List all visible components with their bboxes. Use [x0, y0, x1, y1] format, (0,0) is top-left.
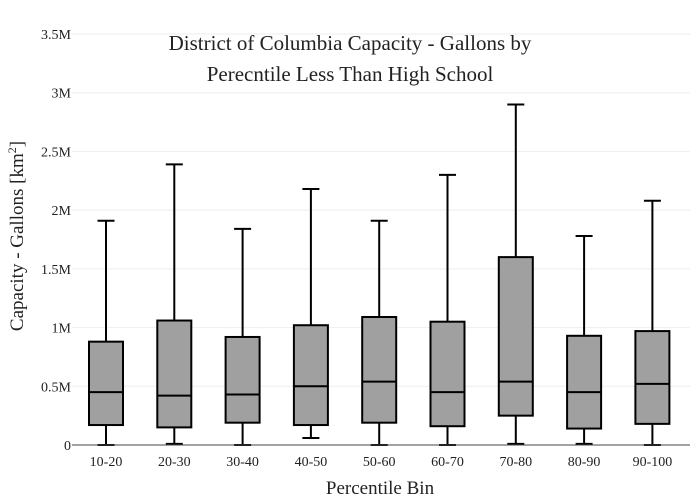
y-tick-label: 0: [64, 439, 71, 454]
iqr-box: [156, 319, 193, 429]
x-tick-label: 20-30: [158, 455, 191, 470]
y-tick-label: 1M: [52, 322, 72, 337]
y-tick-label: 2M: [52, 204, 72, 219]
box-40-50: [292, 188, 329, 439]
box-30-40: [224, 227, 261, 446]
x-tick-label: 50-60: [363, 455, 396, 470]
iqr-box: [292, 324, 329, 427]
iqr-box: [361, 316, 398, 424]
chart-title-line-1: District of Columbia Capacity - Gallons …: [169, 31, 532, 55]
y-axis-title-end: ]: [7, 141, 28, 147]
y-tick-label: 1.5M: [41, 263, 72, 278]
y-axis-title-superscript: 2: [5, 147, 19, 153]
box-70-80: [497, 103, 534, 445]
box-90-100: [634, 199, 671, 446]
y-tick-label: 3.5M: [41, 28, 72, 43]
iqr-box: [497, 256, 534, 417]
y-tick-label: 2.5M: [41, 145, 72, 160]
boxes: [88, 103, 671, 446]
y-tick-label: 0.5M: [41, 380, 72, 395]
chart-title-line-2: Perecntile Less Than High School: [207, 62, 494, 86]
x-tick-label: 60-70: [431, 455, 464, 470]
x-tick-labels: 10-20 20-30 30-40 40-50 50-60 60-70 70-80 80-90…: [90, 455, 673, 470]
box-60-70: [429, 173, 466, 446]
box-10-20: [88, 219, 124, 446]
iqr-box: [566, 334, 603, 430]
box-80-90: [566, 234, 603, 445]
box-50-60: [361, 219, 398, 446]
x-tick-label: 70-80: [499, 455, 532, 470]
iqr-box: [88, 340, 124, 427]
y-tick-label: 3M: [52, 87, 72, 102]
x-tick-label: 40-50: [295, 455, 328, 470]
y-tick-labels: 0 0.5M 1M 1.5M 2M 2.5M 3M 3.5M: [41, 28, 72, 454]
iqr-box: [429, 320, 466, 428]
x-tick-label: 80-90: [568, 455, 601, 470]
y-axis-title: Capacity - Gallons [km2]: [5, 141, 28, 331]
x-tick-label: 10-20: [90, 455, 123, 470]
x-tick-label: 90-100: [633, 455, 673, 470]
iqr-box: [224, 335, 261, 424]
y-axis-title-main: Capacity - Gallons [km: [7, 153, 28, 331]
x-tick-label: 30-40: [226, 455, 259, 470]
box-20-30: [156, 163, 193, 445]
x-axis-title: Percentile Bin: [326, 478, 435, 499]
iqr-box: [634, 330, 671, 425]
